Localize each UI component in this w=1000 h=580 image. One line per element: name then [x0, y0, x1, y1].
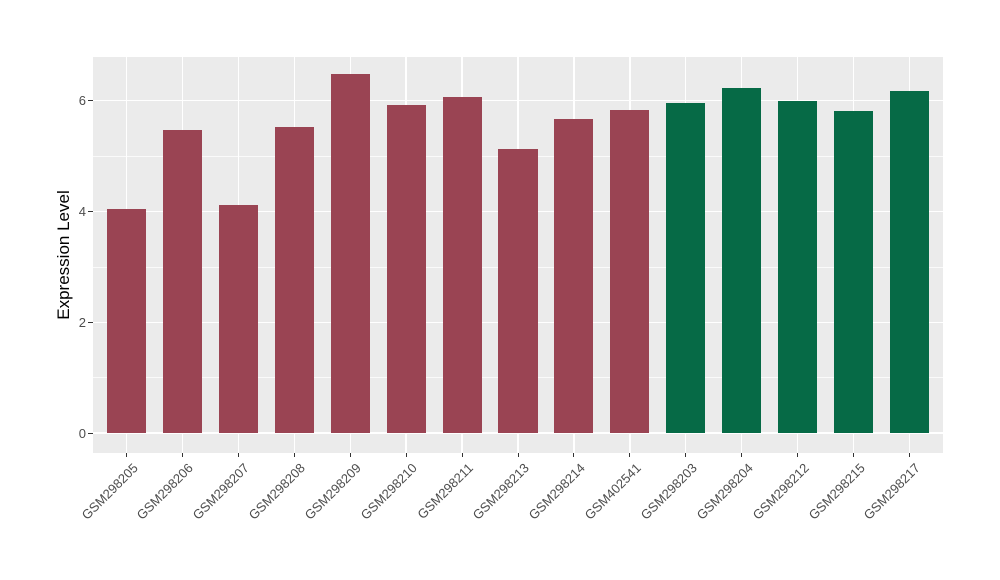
y-axis-tick	[88, 432, 93, 434]
plot-panel	[93, 57, 943, 453]
bar-GSM298205	[106, 209, 147, 434]
bar-GSM298212	[778, 100, 818, 434]
bar-GSM298208	[274, 126, 314, 434]
bar-GSM298203	[666, 102, 706, 434]
x-tick-label: GSM298205	[78, 460, 141, 523]
bar-GSM298210	[386, 105, 426, 434]
x-axis-tick	[461, 453, 463, 457]
x-tick-label: GSM298215	[805, 460, 868, 523]
x-tick-label: GSM298213	[469, 460, 532, 523]
x-axis-tick	[293, 453, 295, 457]
x-tick-label: GSM298207	[190, 460, 253, 523]
bar-GSM298215	[833, 111, 874, 434]
x-tick-label: GSM402541	[581, 460, 644, 523]
x-tick-label: GSM298214	[525, 460, 588, 523]
y-tick-label: 6	[78, 93, 86, 109]
bar-GSM298211	[442, 96, 482, 434]
bar-GSM402541	[610, 110, 650, 434]
bar-GSM298217	[889, 90, 930, 434]
x-axis-tick	[405, 453, 407, 457]
x-axis-tick	[237, 453, 239, 457]
x-tick-label: GSM298211	[414, 460, 476, 522]
x-axis-tick	[908, 453, 910, 457]
y-tick-label: 0	[78, 425, 86, 441]
bar-GSM298209	[330, 74, 370, 434]
y-axis-tick	[88, 211, 93, 213]
y-tick-label: 4	[78, 204, 86, 220]
x-tick-label: GSM298206	[134, 460, 197, 523]
x-axis-tick	[685, 453, 687, 457]
bar-GSM298207	[218, 204, 258, 434]
x-axis-tick	[853, 453, 855, 457]
x-tick-label: GSM298208	[246, 460, 309, 523]
x-axis-tick	[349, 453, 351, 457]
x-axis-tick	[629, 453, 631, 457]
bar-GSM298206	[162, 130, 203, 434]
x-axis-tick	[797, 453, 799, 457]
x-axis-tick	[517, 453, 519, 457]
x-tick-label: GSM298210	[357, 460, 421, 523]
y-axis-tick	[88, 321, 93, 323]
y-tick-label: 2	[78, 314, 86, 330]
y-axis-tick	[88, 100, 93, 102]
x-tick-label: GSM298203	[637, 460, 700, 523]
x-tick-label: GSM298217	[861, 460, 924, 523]
x-axis-tick	[126, 453, 128, 457]
bar-GSM298204	[722, 88, 762, 434]
x-tick-label: GSM298204	[693, 460, 756, 523]
x-axis-tick	[741, 453, 743, 457]
x-axis-tick	[573, 453, 575, 457]
x-axis-tick	[181, 453, 183, 457]
bar-GSM298213	[498, 148, 538, 434]
x-tick-label: GSM298212	[749, 460, 812, 523]
bar-GSM298214	[554, 119, 594, 434]
x-tick-label: GSM298209	[301, 460, 365, 523]
